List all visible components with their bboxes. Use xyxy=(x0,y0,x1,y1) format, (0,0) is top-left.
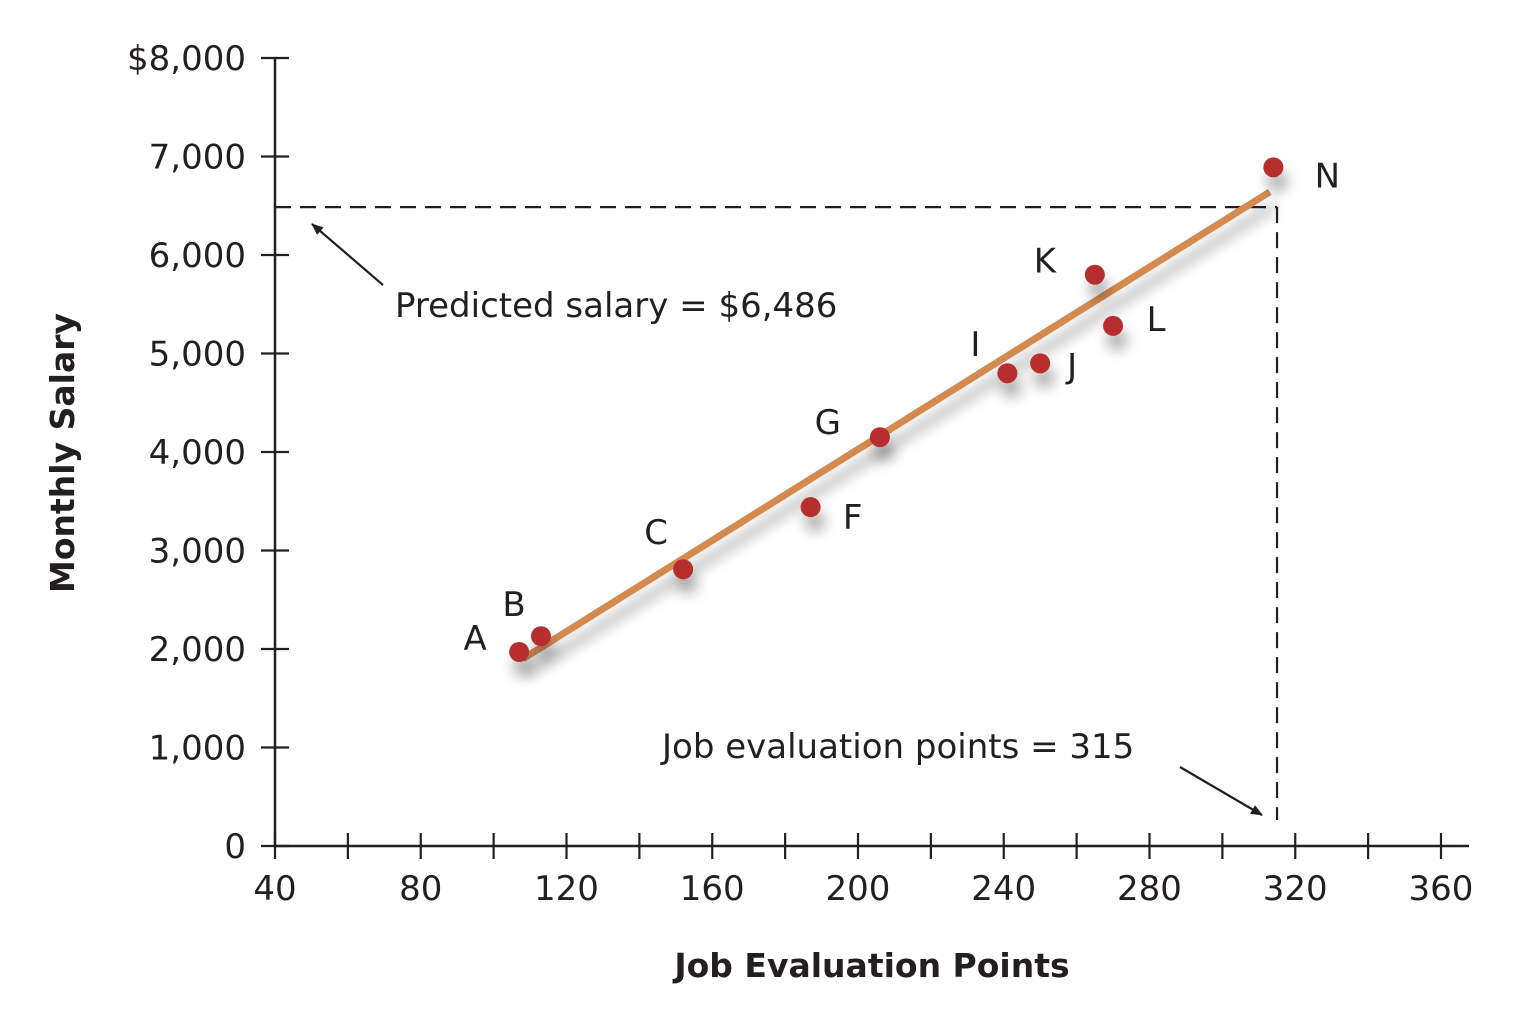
point-label-b: B xyxy=(502,585,525,625)
regression-line xyxy=(520,188,1272,662)
data-points xyxy=(509,157,1284,662)
reference-lines xyxy=(275,206,1279,820)
annotation-predicted-salary: Predicted salary = $6,486 xyxy=(311,223,837,326)
y-axis: 0 1,000 2,000 3,000 4,000 5,000 6,000 7,000 $8,0… xyxy=(127,39,289,867)
point-labels: AB C F G I J K L N xyxy=(463,156,1340,659)
regression-line-path xyxy=(520,188,1272,662)
job-points-label: Job evaluation points = 315 xyxy=(660,727,1134,767)
x-axis: 40 80 120 160 200 240 280 320 360 xyxy=(253,833,1473,909)
point-label-k: K xyxy=(1034,242,1058,282)
x-tick-label: 80 xyxy=(399,869,442,909)
point-label-i: I xyxy=(970,325,980,365)
x-tick-label: 200 xyxy=(826,869,891,909)
point-label-l: L xyxy=(1147,300,1166,340)
y-axis-title: Monthly Salary xyxy=(43,313,82,593)
data-point-c xyxy=(673,559,694,580)
x-tick-label: 280 xyxy=(1117,869,1182,909)
arrow-icon xyxy=(311,223,384,286)
x-axis-title: Job Evaluation Points xyxy=(672,946,1069,985)
point-label-n: N xyxy=(1315,156,1340,196)
point-label-c: C xyxy=(644,513,668,553)
arrow-icon xyxy=(1179,766,1263,816)
point-label-g: G xyxy=(815,403,841,443)
data-point-i xyxy=(997,363,1018,384)
point-label-j: J xyxy=(1065,346,1077,386)
y-tick-label: 0 xyxy=(224,827,246,867)
data-point-l xyxy=(1103,315,1124,336)
point-label-a: A xyxy=(463,619,486,659)
y-tick-label: 7,000 xyxy=(149,138,246,178)
y-tick-label: 4,000 xyxy=(149,433,246,473)
y-tick-label: 2,000 xyxy=(149,630,246,670)
y-tick-label: 5,000 xyxy=(149,335,246,375)
y-tick-label: 3,000 xyxy=(149,532,246,572)
annotation-job-points: Job evaluation points = 315 xyxy=(660,727,1263,816)
data-point-g xyxy=(869,427,890,448)
point-label-f: F xyxy=(843,498,863,538)
y-tick-label: $8,000 xyxy=(127,39,246,79)
x-tick-label: 160 xyxy=(680,869,745,909)
predicted-salary-label: Predicted salary = $6,486 xyxy=(395,286,837,326)
x-tick-label: 120 xyxy=(534,869,599,909)
y-tick-label: 1,000 xyxy=(149,729,246,769)
data-point-j xyxy=(1030,353,1051,374)
x-tick-label: 40 xyxy=(253,869,296,909)
data-point-k xyxy=(1084,264,1105,285)
data-point-b xyxy=(530,626,551,647)
data-point-a xyxy=(509,641,530,662)
x-tick-label: 240 xyxy=(971,869,1036,909)
x-tick-label: 320 xyxy=(1263,869,1328,909)
x-tick-label: 360 xyxy=(1409,869,1474,909)
data-point-n xyxy=(1263,157,1284,178)
data-point-f xyxy=(800,497,821,518)
y-tick-label: 6,000 xyxy=(149,236,246,276)
